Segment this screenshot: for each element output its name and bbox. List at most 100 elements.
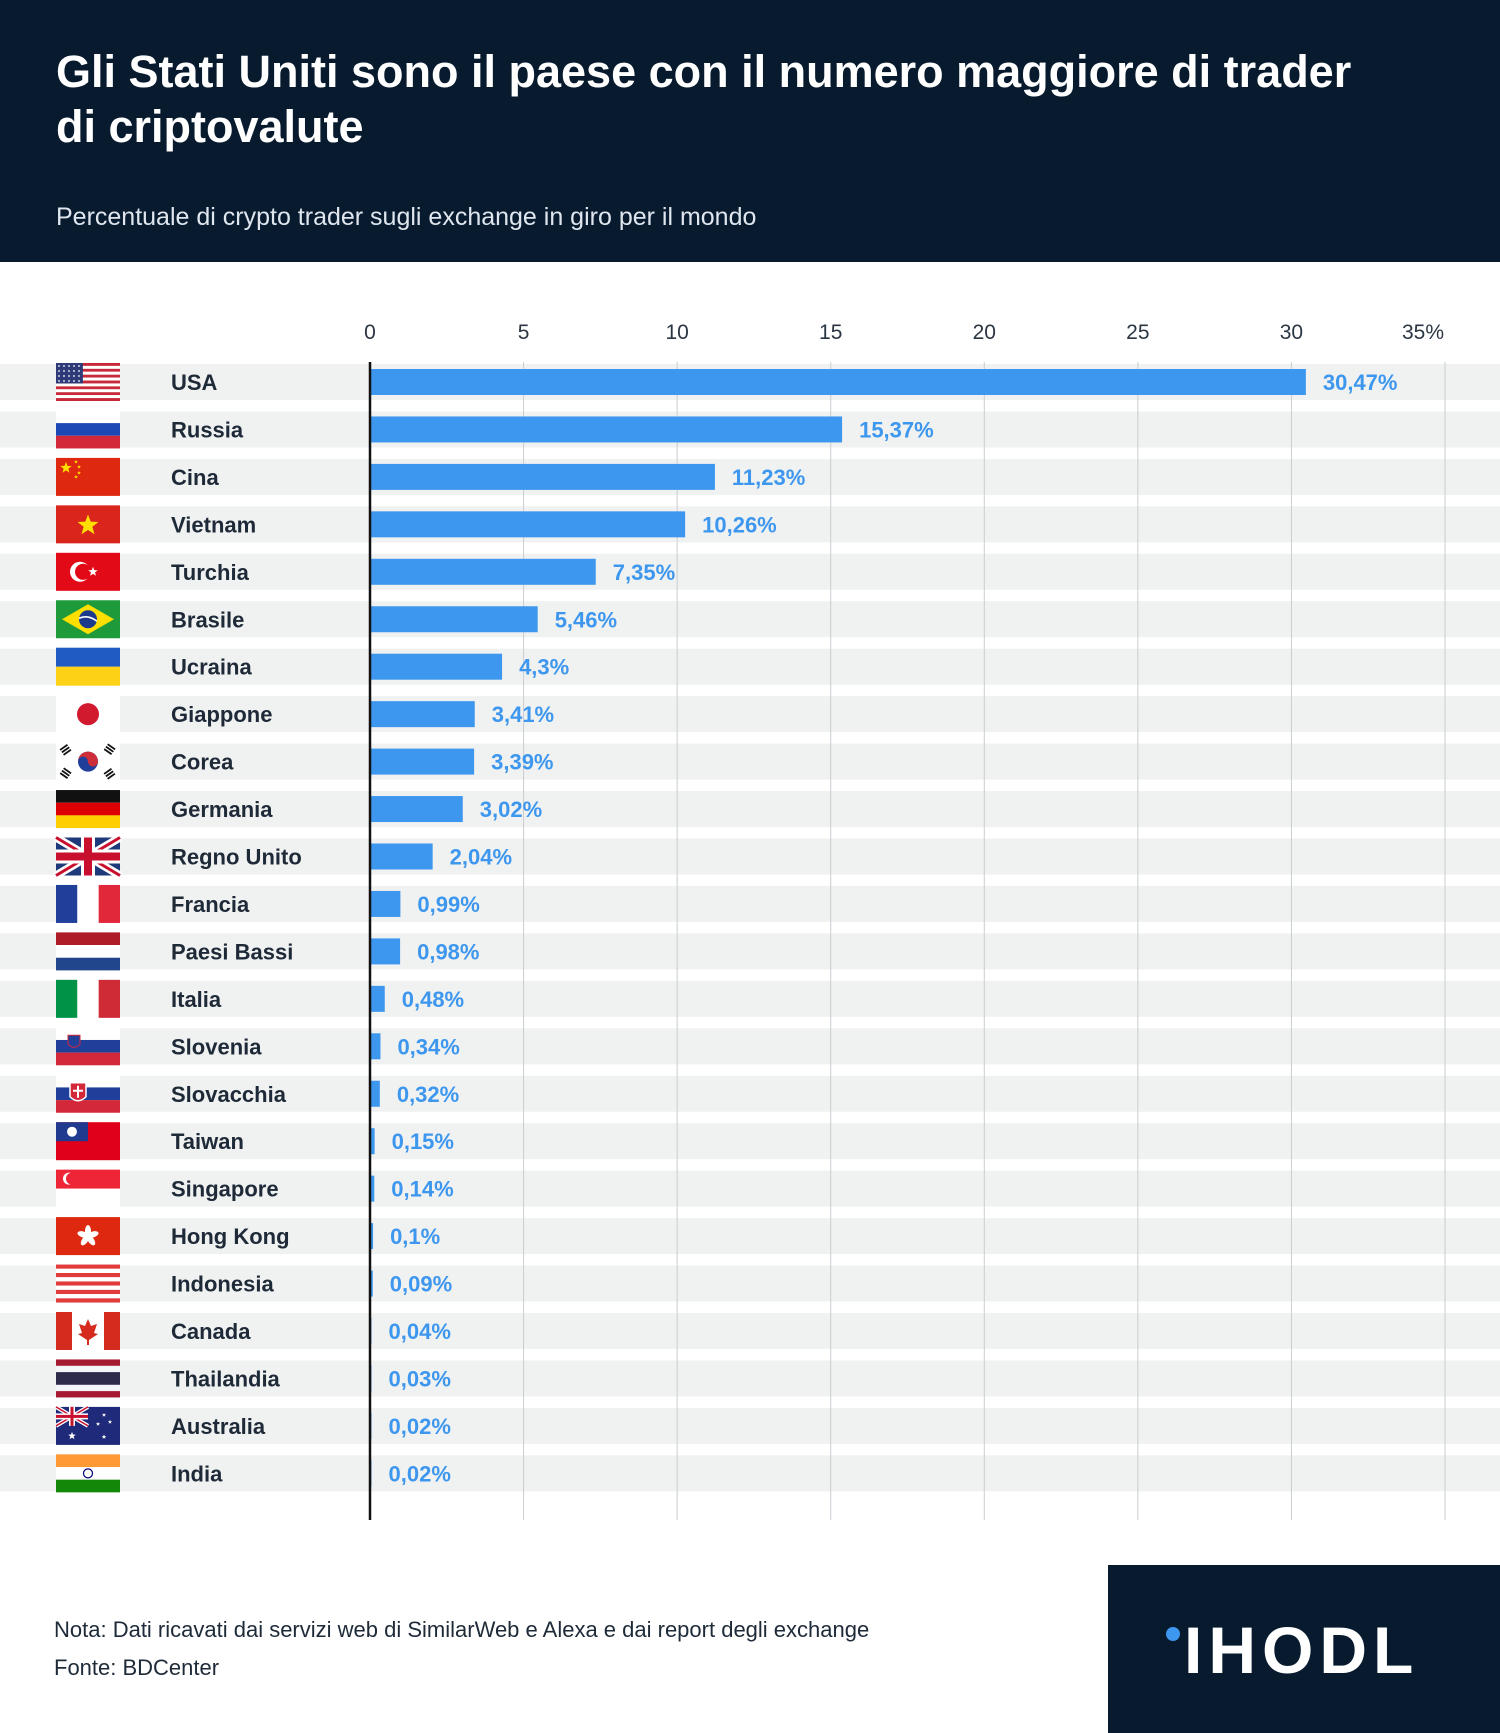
category-label: Thailandia	[171, 1366, 281, 1391]
row-band	[0, 1265, 1500, 1302]
category-label: Taiwan	[171, 1129, 244, 1154]
bar	[370, 985, 385, 1012]
flag-germany-icon	[56, 790, 120, 829]
flag-uk-icon	[53, 834, 123, 879]
category-label: Slovenia	[171, 1034, 262, 1059]
row-band	[0, 553, 1500, 590]
row-band	[0, 1075, 1500, 1112]
flag-japan-icon	[56, 695, 120, 734]
row-band	[0, 458, 1500, 495]
row-band	[0, 791, 1500, 828]
footer-note: Nota: Dati ricavati dai servizi web di S…	[54, 1617, 870, 1642]
row-band	[0, 1455, 1500, 1492]
x-tick-label: 0	[364, 321, 376, 344]
flag-russia-icon	[56, 410, 120, 449]
flag-netherlands-icon	[56, 932, 120, 971]
category-label: Hong Kong	[171, 1224, 290, 1249]
chart-subtitle: Percentuale di crypto trader sugli excha…	[56, 203, 757, 231]
flag-slovakia-icon	[56, 1074, 120, 1113]
value-label: 15,37%	[859, 417, 934, 442]
row-band	[0, 601, 1500, 638]
row-band	[0, 1407, 1500, 1444]
bar	[370, 463, 715, 490]
bar	[370, 653, 503, 680]
flag-ukraine-icon	[56, 647, 120, 686]
row-band	[0, 506, 1500, 543]
flag-turkey-icon	[56, 552, 120, 591]
category-label: Francia	[171, 892, 250, 917]
row-band	[0, 696, 1500, 733]
value-label: 3,02%	[480, 797, 542, 822]
value-label: 0,34%	[397, 1034, 459, 1059]
value-label: 0,98%	[417, 939, 479, 964]
bar	[370, 1128, 375, 1155]
chart-title: Gli Stati Uniti sono il paese con il num…	[56, 46, 1352, 152]
x-tick-label: 20	[973, 321, 996, 344]
value-label: 0,32%	[397, 1082, 459, 1107]
value-label: 5,46%	[555, 607, 617, 632]
value-label: 0,02%	[389, 1414, 451, 1439]
category-label: Giappone	[171, 702, 272, 727]
value-label: 11,23%	[732, 465, 805, 490]
row-band	[0, 838, 1500, 875]
flag-vietnam-icon	[56, 505, 120, 544]
x-tick-label: 5	[518, 321, 530, 344]
category-label: Germania	[171, 797, 273, 822]
bar	[370, 748, 475, 775]
category-label: Paesi Bassi	[171, 939, 293, 964]
value-label: 0,99%	[417, 892, 479, 917]
category-label: Australia	[171, 1414, 266, 1439]
flag-hong-kong-icon	[56, 1217, 120, 1256]
flag-singapore-icon	[56, 1169, 120, 1208]
flag-france-icon	[56, 884, 120, 923]
value-label: 0,48%	[402, 987, 464, 1012]
bar	[370, 1033, 381, 1060]
bar	[370, 796, 463, 823]
bar	[370, 890, 401, 917]
row-band	[0, 1028, 1500, 1065]
category-label: Singapore	[171, 1177, 279, 1202]
flag-slovenia-icon	[56, 1027, 120, 1066]
value-label: 0,04%	[389, 1319, 451, 1344]
row-band	[0, 1123, 1500, 1160]
x-tick-label: 25	[1126, 321, 1149, 344]
bar	[370, 606, 538, 633]
flag-thailand-icon	[56, 1359, 120, 1398]
category-label: India	[171, 1461, 223, 1486]
bar	[370, 369, 1306, 395]
flag-indonesia-icon	[56, 1264, 120, 1303]
category-label: Vietnam	[171, 512, 256, 537]
header: Gli Stati Uniti sono il paese con il num…	[0, 0, 1500, 262]
ihodl-logo: IHODL	[1108, 1565, 1500, 1733]
category-label: Corea	[171, 750, 234, 775]
flag-korea-icon	[56, 742, 120, 781]
category-label: Indonesia	[171, 1272, 274, 1297]
value-label: 0,09%	[390, 1272, 452, 1297]
flag-india-icon	[56, 1454, 120, 1493]
category-label: USA	[171, 370, 218, 395]
value-label: 7,35%	[613, 560, 675, 585]
x-tick-label: 30	[1280, 321, 1303, 344]
flag-canada-icon	[56, 1312, 120, 1350]
row-band	[0, 1360, 1500, 1397]
logo-dot	[1166, 1627, 1180, 1641]
value-label: 0,03%	[389, 1366, 451, 1391]
bar	[370, 843, 433, 870]
row-band	[0, 933, 1500, 970]
value-label: 0,15%	[392, 1129, 454, 1154]
value-label: 3,41%	[492, 702, 554, 727]
logo-text: IHODL	[1184, 1613, 1420, 1687]
bar	[370, 416, 843, 443]
row-band	[0, 648, 1500, 685]
category-label: Canada	[171, 1319, 251, 1344]
bar-chart: 0 5 10 15 20 25 30 35% USA 30,47% Russia 15,37% Cina…	[0, 321, 1500, 1520]
category-label: Ucraina	[171, 655, 252, 680]
value-label: 2,04%	[450, 845, 512, 870]
row-band	[0, 1170, 1500, 1207]
value-label: 4,3%	[519, 655, 569, 680]
category-label: Italia	[171, 987, 222, 1012]
x-tick-label: 35%	[1402, 321, 1444, 344]
bar	[370, 938, 401, 965]
category-label: Slovacchia	[171, 1082, 287, 1107]
row-band	[0, 743, 1500, 780]
